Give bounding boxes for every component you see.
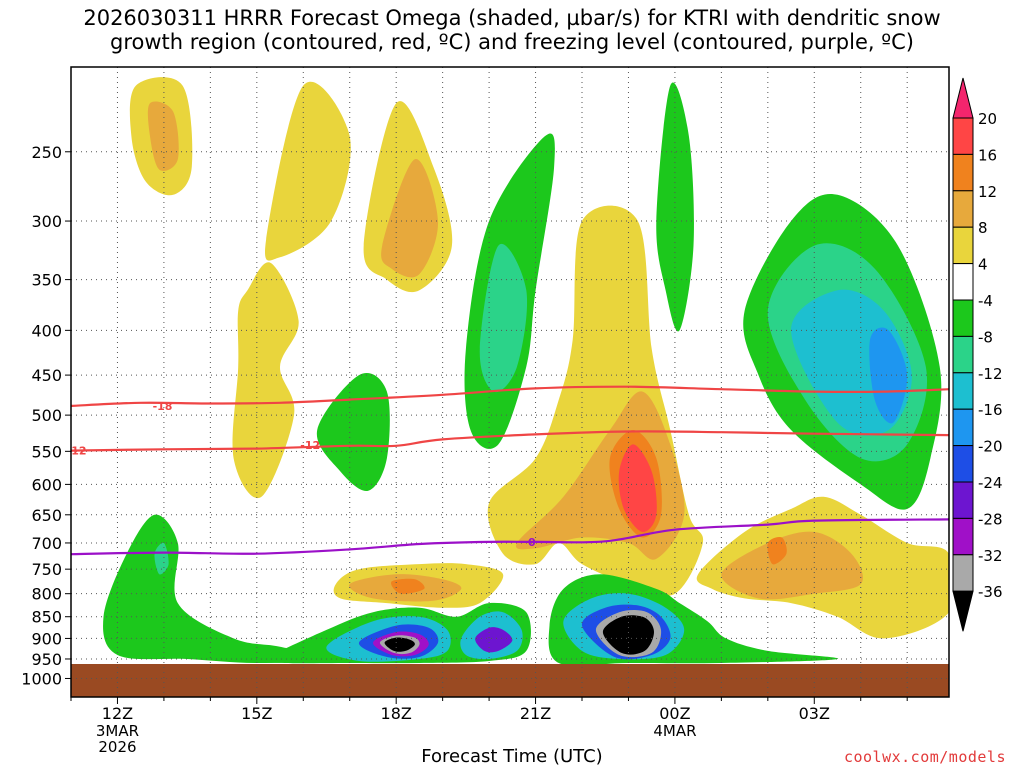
chart-title-line-1: 2026030311 HRRR Forecast Omega (shaded, … [83,6,941,30]
colorbar-label: -36 [978,583,1003,601]
colorbar-label: -32 [978,547,1003,565]
omega-region-38 [602,615,654,655]
contour-0 [71,518,949,556]
colorbar-swatch [952,372,974,410]
ground-terrain [71,664,949,697]
colorbar-label: 20 [978,110,997,128]
omega-region-5 [381,159,439,278]
y-tick-label: 250 [31,143,62,162]
y-tick-label: 550 [31,442,62,461]
colorbar-label: 12 [978,183,997,201]
omega-region-9 [618,444,657,532]
omega-region-32 [384,637,415,652]
x-tick-sublabel: 4MAR [653,722,696,740]
colorbar-swatch [952,117,974,155]
x-tick-label: 18Z [381,704,412,723]
contour--12 [71,430,949,452]
y-tick-label: 850 [31,608,62,627]
y-tick-label: 300 [31,212,62,231]
chart-title-line-2: growth region (contoured, red, ºC) and f… [110,30,914,54]
omega-region-23 [316,373,390,491]
contour-label: -12 [67,445,87,458]
omega-region-2 [265,81,351,261]
omega-region-3 [232,262,299,499]
y-axis: 250 300 350 400 450 500 550 600 650 700 750 800 850 9… [21,143,71,688]
grid-lines [70,67,949,697]
colorbar-swatch [952,299,974,337]
colorbar-label: 8 [978,219,988,237]
colorbar-swatch [952,153,974,192]
omega-region-12 [391,578,425,594]
contour-label: 0 [528,536,536,549]
x-tick-label: 21Z [520,704,551,723]
colorbar-swatch [952,408,974,447]
y-tick-label: 400 [31,321,62,340]
contour-label: -12 [300,439,320,452]
colorbar-swatch [952,226,974,265]
omega-region-14 [721,531,863,600]
y-tick-label: 1000 [21,669,62,688]
x-tick-label: 03Z [799,704,830,723]
x-tick-label: 00Z [659,704,690,723]
y-tick-label: 950 [31,650,62,669]
colorbar-label: -8 [978,328,993,346]
colorbar-label: -16 [978,401,1003,419]
y-tick-label: 700 [31,534,62,553]
y-tick-label: 450 [31,366,62,385]
omega-region-1 [147,101,179,171]
colorbar-swatch [952,263,974,301]
omega-region-18 [656,82,694,332]
colorbar-label: 4 [978,256,988,274]
x-tick-sublabel: 2026 [98,738,136,756]
colorbar-label: -4 [978,292,993,310]
y-tick-label: 350 [31,271,62,290]
plot-frame [70,66,950,698]
credit-text: coolwx.com/models [843,748,1006,766]
omega-region-34 [475,627,513,653]
omega-region-17 [479,243,528,393]
contour-layer: -18 -12 -12 0 [67,385,949,556]
colorbar-bottom-arrow [952,590,974,632]
chart-title: 2026030311 HRRR Forecast Omega (shaded, … [0,6,1024,54]
colorbar: 20 16 12 8 4 -4 -8 -12 -16 -20 -24 -28 -32 -36 [952,77,1003,632]
x-axis-label: Forecast Time (UTC) [421,746,603,767]
omega-shading-layer [103,77,949,666]
colorbar-swatch [952,335,974,374]
contour--18 [71,385,949,407]
colorbar-top-arrow [952,77,974,119]
x-tick-label: 12Z [102,704,133,723]
y-tick-label: 900 [31,629,62,648]
colorbar-label: -20 [978,438,1003,456]
contour-label: -18 [153,400,173,413]
omega-region-15 [767,536,787,565]
x-tick-sublabel: 3MAR [96,722,139,740]
y-tick-label: 650 [31,506,62,525]
colorbar-swatch [952,554,974,592]
colorbar-swatch [952,190,974,228]
y-tick-label: 500 [31,406,62,425]
colorbar-label: -12 [978,365,1003,383]
colorbar-label: 16 [978,146,997,164]
colorbar-swatch [952,517,974,556]
omega-region-22 [869,327,908,424]
colorbar-swatch [952,481,974,519]
y-tick-label: 800 [31,585,62,604]
colorbar-label: -24 [978,474,1003,492]
omega-region-25 [154,542,169,575]
x-tick-label: 15Z [241,704,272,723]
colorbar-swatch [952,445,974,483]
colorbar-label: -28 [978,510,1003,528]
y-tick-label: 600 [31,475,62,494]
y-tick-label: 750 [31,560,62,579]
